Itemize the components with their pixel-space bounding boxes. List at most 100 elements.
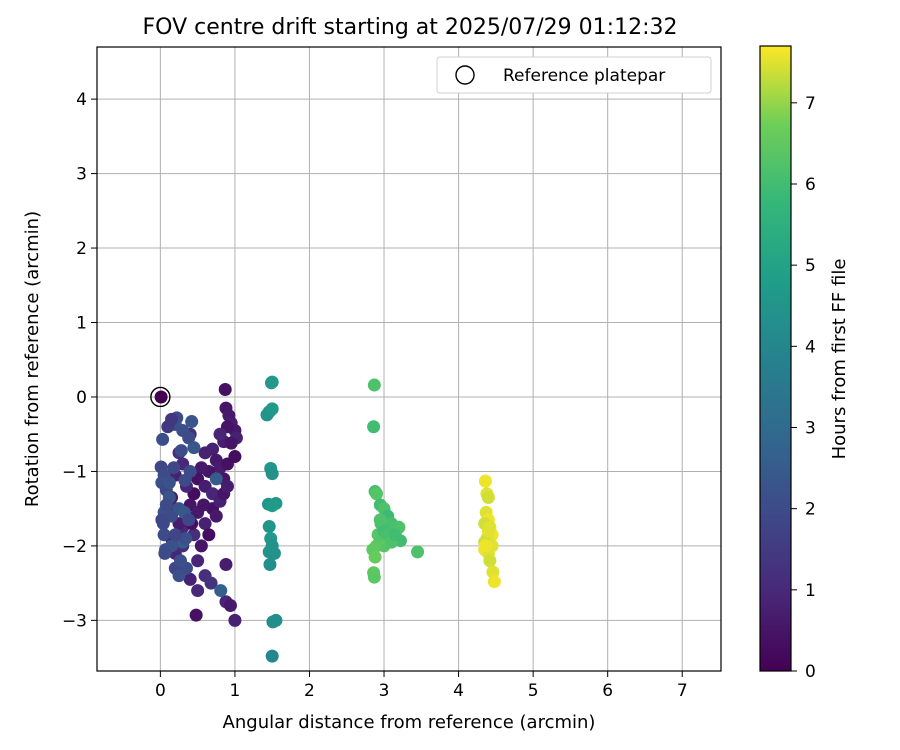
- scatter-point: [173, 554, 187, 568]
- scatter-point: [155, 513, 169, 527]
- scatter-point: [263, 558, 277, 572]
- y-tick-label: −3: [62, 611, 87, 631]
- x-tick-label: 2: [304, 681, 315, 701]
- colorbar-tick-label: 7: [805, 94, 816, 114]
- x-tick-label: 6: [602, 681, 613, 701]
- scatter-point: [197, 498, 211, 512]
- scatter-point: [370, 487, 384, 501]
- scatter-point: [478, 474, 492, 488]
- x-tick-label: 5: [528, 681, 539, 701]
- colorbar-tick-label: 4: [805, 337, 816, 357]
- reference-circle: [150, 386, 171, 408]
- y-tick-label: −2: [62, 537, 87, 557]
- x-tick-label: 4: [453, 681, 464, 701]
- scatter-point: [218, 383, 232, 397]
- scatter-point: [209, 509, 223, 523]
- x-axis-ticks: 0 1 2 3 4 5 6 7: [155, 671, 688, 701]
- legend-marker-icon: [455, 65, 475, 85]
- scatter-point: [228, 450, 242, 464]
- scatter-point: [220, 479, 234, 493]
- x-tick-label: 1: [230, 681, 241, 701]
- scatter-point: [209, 472, 223, 486]
- scatter-point: [487, 575, 501, 589]
- scatter-point: [367, 570, 381, 584]
- plot-frame: [96, 46, 722, 672]
- scatter-point: [481, 491, 495, 505]
- scatter-point: [187, 441, 201, 455]
- scatter-point: [183, 572, 197, 586]
- x-axis-label: Angular distance from reference (arcmin): [223, 712, 596, 733]
- data-points: [154, 375, 501, 663]
- scatter-point: [486, 565, 500, 579]
- scatter-point: [182, 513, 196, 527]
- scatter-point: [367, 420, 381, 434]
- chart-title: FOV centre drift starting at 2025/07/29 …: [143, 15, 678, 40]
- scatter-point: [478, 539, 492, 553]
- scatter-point: [481, 524, 495, 538]
- scatter-point: [179, 531, 193, 545]
- y-axis-ticks: −3 −2 −1 0 1 2 3 4: [62, 90, 97, 631]
- scatter-point: [388, 528, 402, 542]
- y-axis-label: Rotation from reference (arcmin): [22, 211, 43, 507]
- scatter-point: [182, 431, 196, 445]
- scatter-point: [198, 446, 212, 460]
- scatter-point: [213, 427, 227, 441]
- scatter-point: [202, 528, 216, 542]
- y-tick-label: −1: [62, 462, 87, 482]
- scatter-point: [265, 467, 279, 481]
- scatter-point: [368, 550, 382, 564]
- y-tick-label: 2: [76, 239, 87, 259]
- scatter-point: [191, 554, 205, 568]
- scatter-point: [224, 436, 238, 450]
- scatter-point: [204, 576, 218, 590]
- y-tick-label: 3: [76, 165, 87, 185]
- scatter-point: [167, 461, 181, 475]
- scatter-point: [162, 476, 176, 490]
- scatter-point: [269, 613, 283, 627]
- scatter-point: [178, 473, 192, 487]
- legend-label: Reference platepar: [503, 66, 665, 86]
- scatter-point: [411, 545, 425, 559]
- scatter-point: [154, 390, 168, 404]
- scatter-point: [214, 584, 228, 598]
- y-tick-label: 1: [76, 314, 87, 334]
- colorbar-tick-label: 6: [805, 175, 816, 195]
- colorbar-tick-label: 1: [805, 581, 816, 601]
- scatter-point: [483, 554, 497, 568]
- scatter-point: [373, 513, 387, 527]
- reference-marker: [150, 386, 171, 408]
- scatter-point: [156, 432, 170, 446]
- colorbar-ticks: 0 1 2 3 4 5 6 7: [791, 94, 816, 682]
- scatter-point: [228, 613, 242, 627]
- scatter-point: [265, 649, 279, 663]
- scatter-point: [265, 499, 279, 513]
- scatter-point: [194, 539, 208, 553]
- scatter-point: [265, 402, 279, 416]
- scatter-point: [159, 498, 173, 512]
- scatter-point: [367, 378, 381, 392]
- scatter-point: [267, 546, 281, 560]
- scatter-point: [174, 444, 188, 458]
- colorbar-tick-label: 3: [805, 418, 816, 438]
- y-tick-label: 0: [76, 388, 87, 408]
- scatter-point: [165, 412, 179, 426]
- scatter-point: [191, 584, 205, 598]
- scatter-point: [265, 375, 279, 389]
- scatter-point: [158, 546, 172, 560]
- scatter-point: [194, 461, 208, 475]
- y-tick-label: 4: [76, 90, 87, 110]
- colorbar-tick-label: 2: [805, 500, 816, 520]
- scatter-point: [157, 528, 171, 542]
- colorbar: [759, 45, 792, 672]
- scatter-point: [189, 608, 203, 622]
- scatter-point: [223, 598, 237, 612]
- colorbar-label: Hours from first FF file: [829, 259, 850, 460]
- scatter-point: [185, 415, 199, 429]
- scatter-point: [198, 517, 212, 531]
- x-tick-label: 7: [677, 681, 688, 701]
- x-tick-label: 3: [379, 681, 390, 701]
- scatter-point: [168, 528, 182, 542]
- colorbar-tick-label: 5: [805, 256, 816, 276]
- scatter-point: [219, 558, 233, 572]
